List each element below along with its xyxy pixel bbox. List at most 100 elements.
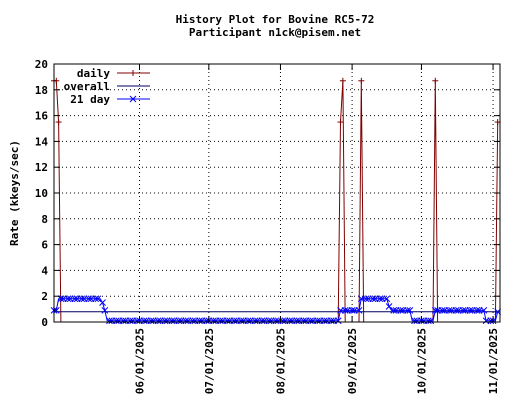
y-tick-label: 18 [35, 84, 48, 97]
avg21-point-b [385, 303, 393, 310]
y-tick-label: 8 [41, 213, 48, 226]
avg21-point [404, 307, 411, 314]
avg21-point-b [341, 307, 349, 314]
avg21-point [175, 317, 183, 325]
avg21-point-b [154, 317, 162, 325]
avg21-point [258, 317, 266, 325]
avg21-point [369, 295, 377, 303]
avg21-point-b [438, 307, 446, 314]
avg21-point-b [369, 295, 377, 303]
avg21-point-b [223, 317, 231, 325]
avg21-point-b [376, 295, 384, 303]
avg21-point [189, 317, 197, 325]
avg21-point-b [321, 317, 328, 325]
avg21-point [445, 307, 453, 314]
avg21-point-b [196, 317, 203, 325]
avg21-point [314, 317, 321, 325]
avg21-point [348, 307, 356, 314]
avg21-point-b [113, 317, 120, 325]
avg21-point-b [327, 317, 335, 325]
avg21-point-b [300, 317, 307, 325]
avg21-point [64, 295, 72, 303]
avg21-point [327, 317, 335, 325]
y-tick-label: 4 [41, 264, 48, 277]
avg21-point [196, 317, 203, 325]
avg21-point-b [314, 317, 321, 325]
daily-point [337, 119, 344, 126]
avg21-point-b [425, 317, 432, 325]
avg21-point [293, 317, 300, 325]
avg21-point-b [57, 295, 65, 303]
avg21-point-b [286, 317, 294, 325]
avg21-point [154, 317, 162, 325]
avg21-point-b [92, 295, 99, 303]
avg21-point-b [480, 307, 488, 314]
avg21-point-b [362, 295, 370, 303]
avg21-point [161, 317, 169, 325]
avg21-point-b [445, 307, 453, 314]
avg21-point-b [251, 317, 259, 325]
avg21-point [230, 317, 238, 325]
avg21-point [480, 307, 488, 314]
avg21-point-b [406, 307, 414, 314]
avg21-point [251, 317, 259, 325]
x-tick-label: 06/01/2025 [134, 328, 147, 394]
x-tick-label: 08/01/2025 [274, 328, 287, 394]
avg21-point [57, 295, 65, 303]
avg21-point-b [217, 317, 224, 325]
avg21-point [168, 317, 176, 325]
y-tick-label: 12 [35, 161, 48, 174]
series-line-21-day [54, 298, 499, 322]
x-tick-label: 11/01/2025 [487, 328, 500, 394]
y-tick-label: 14 [35, 135, 49, 148]
avg21-point [473, 307, 481, 314]
x-tick-label: 07/01/2025 [203, 328, 216, 394]
avg21-point-b [64, 295, 72, 303]
avg21-point [182, 317, 190, 325]
avg21-point-b [101, 307, 109, 314]
avg21-point [459, 307, 467, 314]
avg21-point [341, 307, 349, 314]
avg21-point [78, 295, 86, 303]
x-tick-label: 09/01/2025 [346, 328, 359, 394]
avg21-point [272, 317, 280, 325]
avg21-point [321, 317, 328, 325]
avg21-point-b [348, 307, 356, 314]
avg21-point-b [85, 295, 93, 303]
avg21-point-b [244, 317, 252, 325]
avg21-point [244, 317, 252, 325]
chart-subtitle: Participant n1ck@pisem.net [189, 26, 361, 39]
avg21-point-b [168, 317, 176, 325]
avg21-point [431, 307, 439, 314]
avg21-point-b [182, 317, 190, 325]
avg21-point [397, 307, 404, 314]
avg21-point-b [237, 317, 245, 325]
avg21-point [362, 295, 370, 303]
avg21-point [427, 317, 435, 325]
legend-label: overall [64, 80, 110, 93]
legend-label: 21 day [70, 93, 110, 106]
avg21-point-b [147, 317, 155, 325]
y-tick-label: 2 [41, 290, 48, 303]
series-21-day [50, 295, 502, 325]
avg21-point-b [466, 307, 474, 314]
avg21-point [92, 295, 99, 303]
avg21-point-b [397, 307, 404, 314]
daily-point [55, 119, 62, 126]
avg21-point [411, 317, 418, 325]
y-tick-label: 10 [35, 187, 48, 200]
avg21-point [383, 295, 391, 303]
avg21-point-b [452, 307, 460, 314]
avg21-point [113, 317, 120, 325]
avg21-point-b [161, 317, 169, 325]
avg21-point [223, 317, 231, 325]
avg21-point [355, 307, 363, 314]
series-line-daily [54, 80, 499, 323]
avg21-point-b [390, 307, 398, 314]
avg21-point-b [404, 307, 411, 314]
series-daily [51, 77, 501, 323]
avg21-point-b [431, 307, 439, 314]
avg21-point [438, 307, 446, 314]
avg21-point-b [272, 317, 280, 325]
